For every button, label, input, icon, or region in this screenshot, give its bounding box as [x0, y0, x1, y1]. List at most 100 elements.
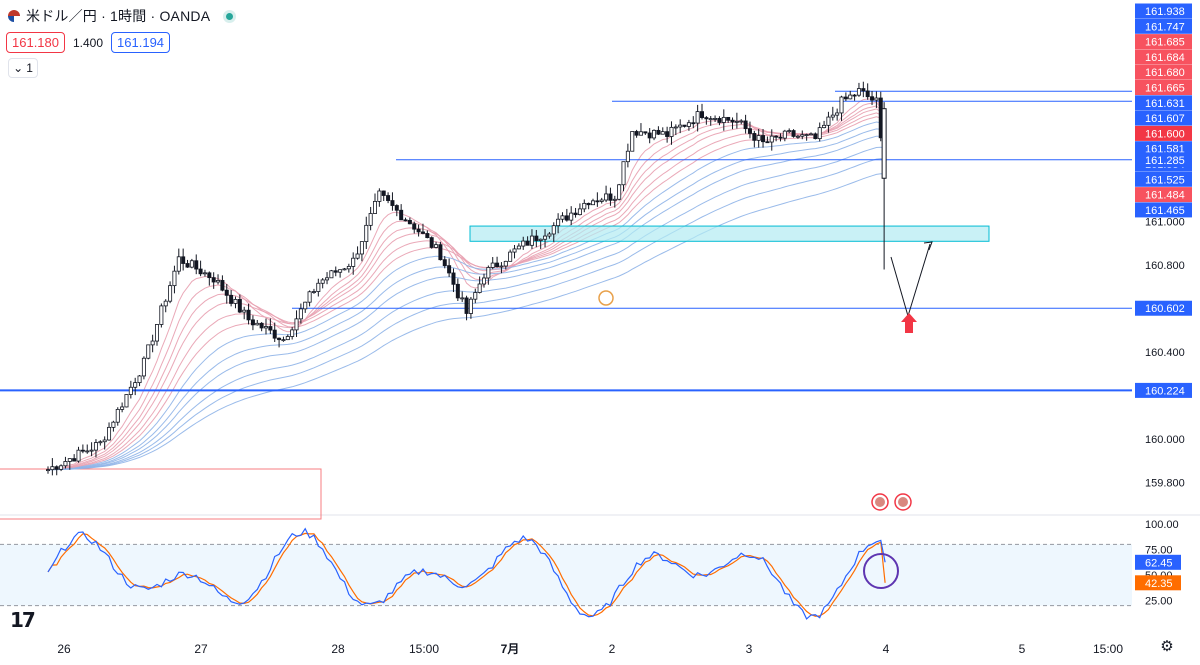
- candle: [72, 458, 77, 462]
- support-zone[interactable]: [469, 225, 990, 242]
- candle: [168, 285, 173, 302]
- candle: [224, 289, 229, 296]
- price-label-badge: [1135, 187, 1192, 203]
- candle: [468, 298, 473, 314]
- candle: [146, 344, 151, 359]
- candle: [67, 458, 72, 462]
- candle: [843, 96, 848, 100]
- price-label-badge: [1135, 300, 1192, 316]
- candle: [556, 218, 561, 227]
- candle: [128, 386, 133, 395]
- orange-circle-marker: [598, 290, 614, 306]
- candle: [865, 90, 870, 98]
- candle: [835, 112, 840, 116]
- candle: [595, 200, 600, 203]
- candle: [756, 135, 761, 141]
- slow-ma-line: [47, 121, 886, 471]
- price-label-text: 161.607: [1145, 113, 1185, 125]
- candle: [307, 291, 312, 303]
- candle: [154, 324, 159, 342]
- candle: [377, 190, 382, 202]
- price-label-text: 161.631: [1145, 98, 1185, 110]
- us-flag-icon: [898, 497, 908, 507]
- candle: [141, 357, 146, 377]
- candle: [98, 441, 103, 444]
- candle: [848, 94, 853, 100]
- candle: [673, 126, 678, 129]
- candle: [800, 134, 805, 137]
- candle: [573, 212, 578, 216]
- price-label-badge: [1135, 49, 1192, 65]
- candle: [211, 277, 216, 283]
- candle: [394, 205, 399, 211]
- candle: [774, 135, 779, 138]
- candle: [577, 208, 582, 216]
- candle: [359, 241, 364, 255]
- candle: [647, 132, 652, 139]
- candle: [368, 213, 373, 226]
- price-tick-label: 160.000: [1145, 434, 1185, 446]
- candle: [434, 244, 439, 248]
- candle: [804, 134, 809, 136]
- candle: [591, 200, 596, 206]
- candle: [564, 215, 569, 221]
- time-axis-label: 5: [1019, 642, 1026, 656]
- candle: [516, 245, 521, 250]
- candle: [700, 111, 705, 118]
- price-label-text: 161.600: [1145, 128, 1185, 140]
- candle: [107, 426, 112, 441]
- symbol-title[interactable]: 米ドル／円 · 1時間 · OANDA: [26, 8, 211, 24]
- candle: [826, 116, 831, 126]
- sell-button[interactable]: 161.180: [6, 32, 65, 53]
- candle: [477, 283, 482, 293]
- price-label-text: 161.285: [1145, 155, 1185, 167]
- currency-flag-icon: [8, 10, 20, 22]
- price-label-text: 161.685: [1145, 37, 1185, 49]
- price-label-text: 160.602: [1145, 303, 1185, 315]
- candle: [730, 119, 735, 123]
- chevron-down-icon: ⌄: [13, 61, 24, 75]
- candle: [220, 280, 225, 291]
- indicator-count: 1: [26, 61, 33, 75]
- candle: [778, 136, 783, 139]
- candle: [403, 219, 408, 222]
- red-range-box: [0, 468, 322, 520]
- candle: [63, 461, 68, 467]
- slow-ma-line: [48, 146, 886, 471]
- candle: [202, 272, 207, 275]
- candle: [861, 88, 866, 92]
- candle: [874, 97, 879, 101]
- price-label-badge: [1135, 202, 1192, 218]
- candle: [543, 235, 548, 240]
- time-axis-label: 7月: [501, 642, 520, 656]
- oscillator-label-badge: [1135, 575, 1181, 591]
- candle: [333, 270, 338, 273]
- gear-icon[interactable]: ⚙: [1160, 638, 1174, 655]
- price-label-badge: [1135, 34, 1192, 50]
- candle: [194, 260, 199, 270]
- candle: [691, 122, 696, 125]
- price-label-badge: [1135, 125, 1192, 141]
- candle: [399, 209, 404, 221]
- candle: [242, 309, 247, 313]
- price-label-badge: [1135, 64, 1192, 80]
- quote-bar: 161.180 1.400 161.194: [6, 32, 171, 53]
- candle: [447, 265, 452, 274]
- candle: [120, 406, 125, 410]
- candle: [159, 305, 164, 325]
- time-axis-label: 15:00: [1093, 642, 1123, 656]
- candle: [499, 265, 504, 268]
- candle: [630, 131, 635, 152]
- candle: [870, 96, 875, 101]
- indicator-toggle-button[interactable]: ⌄ 1: [8, 58, 38, 78]
- candle: [237, 299, 242, 313]
- candle: [246, 309, 251, 321]
- buy-button[interactable]: 161.194: [111, 32, 171, 53]
- tradingview-logo-icon[interactable]: 17: [10, 608, 36, 632]
- candle: [717, 118, 722, 123]
- candle: [669, 126, 674, 137]
- price-label-text: 161.680: [1145, 67, 1185, 79]
- candle: [277, 337, 282, 341]
- candle: [747, 128, 752, 134]
